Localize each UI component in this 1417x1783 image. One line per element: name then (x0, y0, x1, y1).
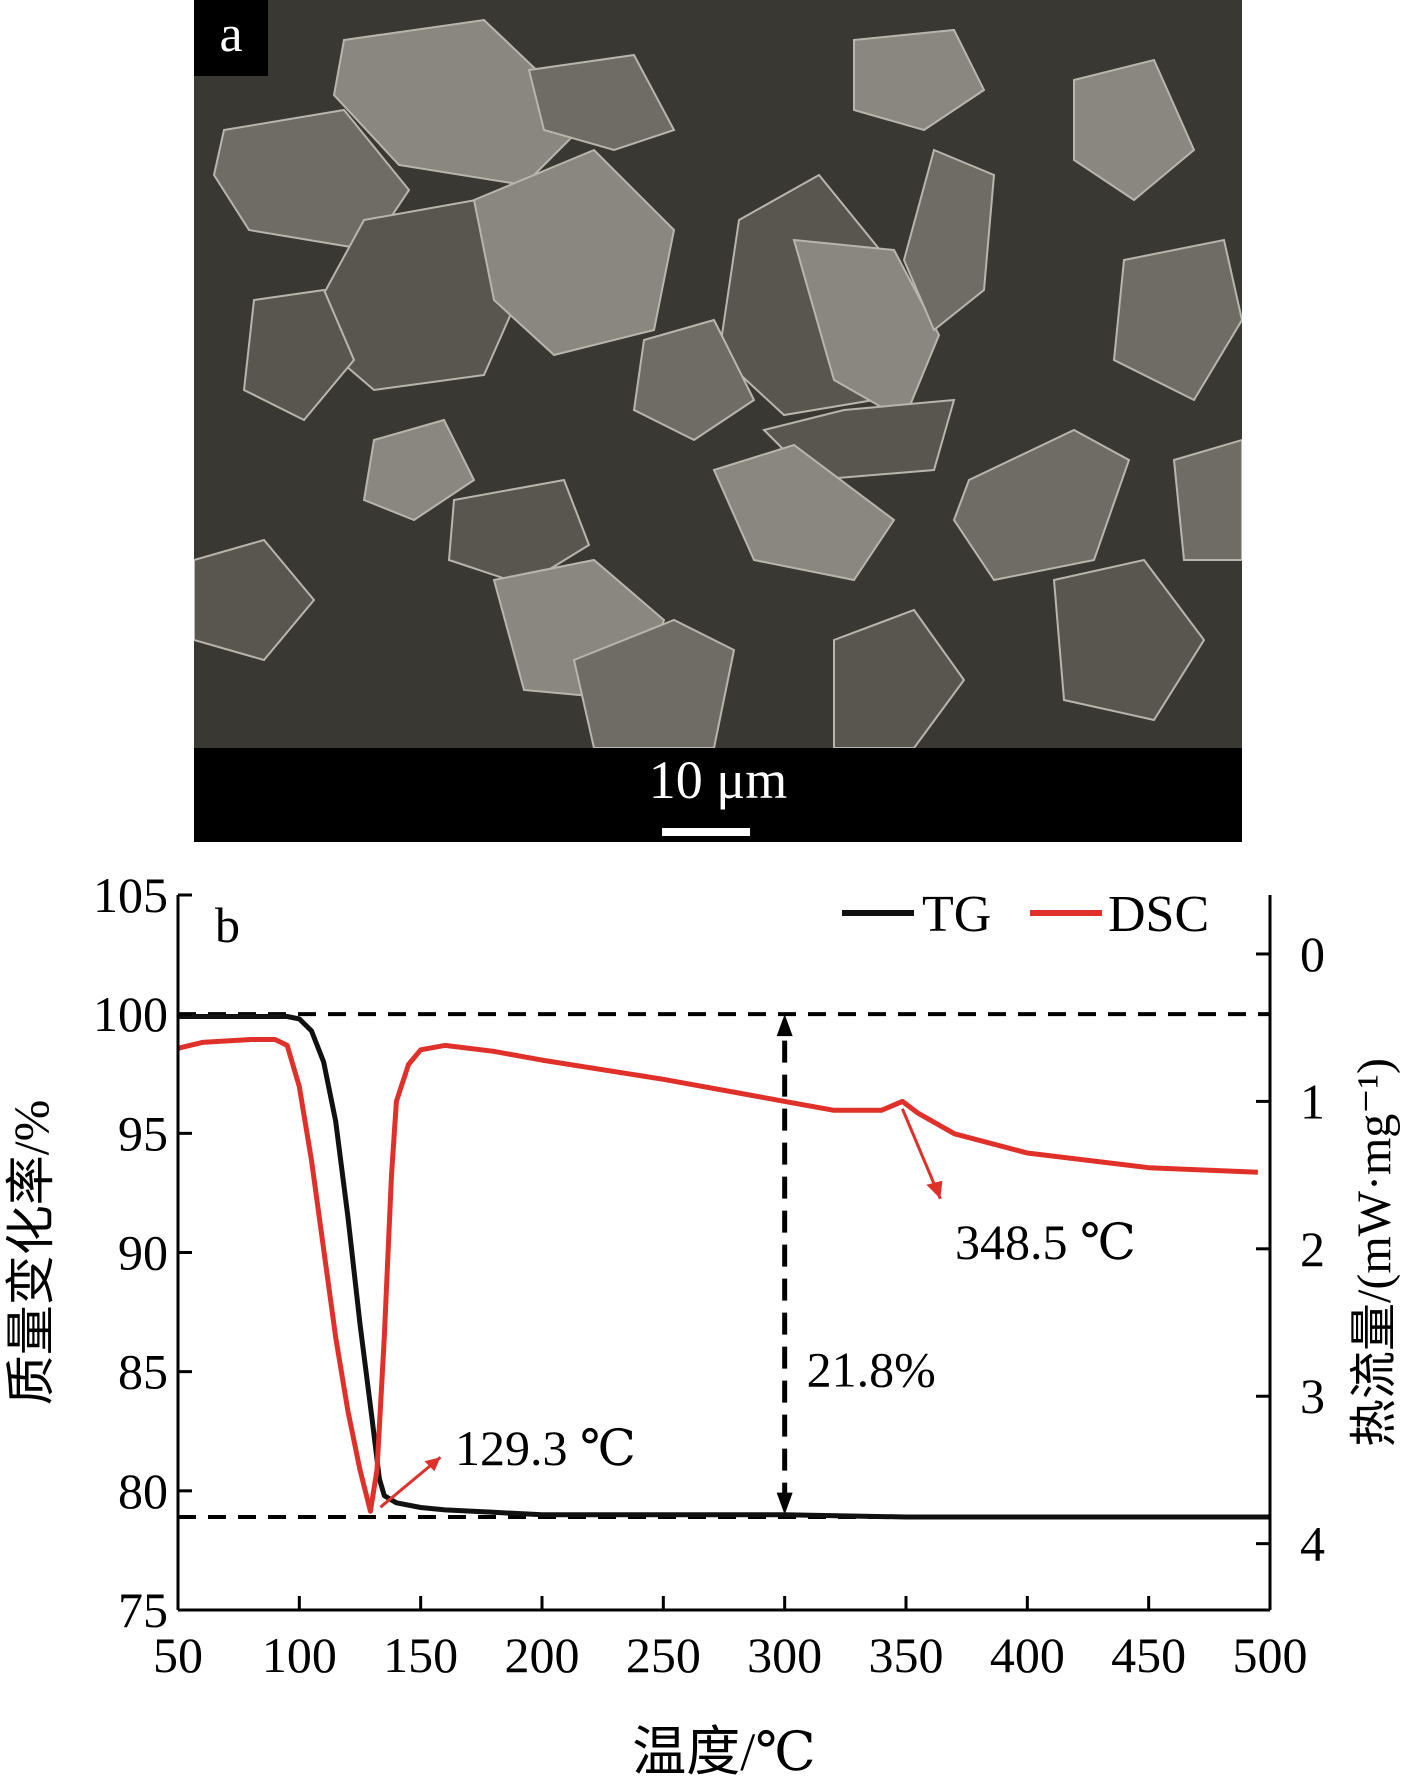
chart-series (177, 1014, 1270, 1520)
x-tick-label: 150 (383, 1627, 458, 1683)
panel-b-label: b (215, 897, 240, 953)
right-y-tick-label: 4 (1300, 1516, 1325, 1572)
left-y-tick-label: 95 (118, 1105, 168, 1161)
crystal-shape (1073, 58, 1196, 202)
x-tick-label: 300 (747, 1627, 822, 1683)
annotation-mass-loss: 21.8% (807, 1341, 936, 1397)
crystal-shape (952, 428, 1131, 582)
crystal-shape (472, 148, 676, 357)
crystal-shape (712, 443, 896, 582)
panel-a-label: a (194, 0, 268, 76)
sem-micrograph (194, 0, 1242, 748)
chart-axes: 50 100 150 200 250 300 350 400 450 500 75 80 85 90 95 1… (93, 867, 1325, 1683)
crystal-shape (194, 538, 316, 662)
left-y-axis-title: 质量变化率/% (3, 1100, 59, 1406)
x-tick-label: 250 (626, 1627, 701, 1683)
series-line-tg (178, 1014, 1270, 1520)
x-axis-title: 温度/℃ (632, 1722, 815, 1782)
arrow-head-down (776, 1492, 793, 1515)
right-y-axis-title: 热流量/(mW·mg⁻¹) (1348, 1058, 1401, 1447)
x-tick-label: 200 (505, 1627, 580, 1683)
x-tick-label: 500 (1233, 1627, 1308, 1683)
right-y-tick-label: 3 (1300, 1368, 1325, 1424)
sem-image-panel: a 10 μm (194, 0, 1242, 842)
crystal-shape (1112, 238, 1242, 402)
crystal-shape (902, 148, 996, 332)
left-y-tick-label: 100 (93, 986, 168, 1042)
crystal-shape (853, 28, 986, 132)
left-y-tick-label: 85 (118, 1344, 168, 1400)
tg-dsc-chart: 50 100 150 200 250 300 350 400 450 500 75 80 85 90 95 1… (3, 867, 1401, 1782)
x-tick-label: 350 (869, 1627, 944, 1683)
left-y-tick-label: 80 (118, 1463, 168, 1519)
right-y-tick-label: 1 (1300, 1073, 1325, 1129)
crystal-shape (572, 618, 736, 748)
crystal-shapes (194, 18, 1242, 748)
left-y-tick-label: 75 (118, 1582, 168, 1638)
crystal-shape (1052, 558, 1206, 722)
annotation-peak-2: 348.5 ℃ (955, 1214, 1136, 1270)
left-y-tick-label: 90 (118, 1225, 168, 1281)
x-tick-label: 50 (153, 1627, 203, 1683)
right-y-tick-label: 0 (1300, 926, 1325, 982)
crystal-shape (242, 288, 356, 422)
annotation-arrow-head (926, 1180, 943, 1199)
crystal-shape (792, 238, 941, 422)
annotation-peak-1: 129.3 ℃ (455, 1420, 636, 1476)
crystal-shape (362, 418, 476, 522)
scale-bar-label: 10 μm (648, 750, 788, 810)
left-y-tick-label: 105 (93, 867, 168, 923)
crystal-shape (1172, 438, 1242, 561)
legend-label-tg: TG (922, 886, 991, 943)
right-y-tick-label: 2 (1300, 1221, 1325, 1277)
scale-bar (662, 828, 750, 836)
legend-label-dsc: DSC (1108, 886, 1209, 943)
x-tick-label: 450 (1111, 1627, 1186, 1683)
annotation-arrow-head (424, 1457, 441, 1472)
x-tick-label: 100 (262, 1627, 337, 1683)
crystal-shape (632, 318, 756, 442)
series-line-dsc (177, 1037, 1259, 1514)
arrow-head-up (776, 1014, 793, 1037)
crystal-shape (527, 53, 676, 152)
crystal-shape (447, 478, 591, 587)
crystal-shape (833, 608, 966, 748)
x-tick-label: 400 (990, 1627, 1065, 1683)
